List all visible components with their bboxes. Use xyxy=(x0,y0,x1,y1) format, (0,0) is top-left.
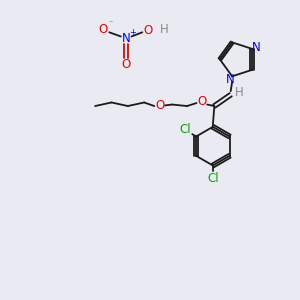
Text: O: O xyxy=(143,24,152,37)
Text: N: N xyxy=(226,74,235,86)
Text: +: + xyxy=(129,28,136,37)
Text: H: H xyxy=(160,23,168,36)
Text: H: H xyxy=(235,86,243,99)
Text: O: O xyxy=(197,95,206,108)
Text: N: N xyxy=(122,32,130,45)
Text: O: O xyxy=(155,99,164,112)
Text: O: O xyxy=(122,58,131,71)
Text: ⁻: ⁻ xyxy=(108,18,113,27)
Text: Cl: Cl xyxy=(180,123,191,136)
Text: Cl: Cl xyxy=(207,172,219,185)
Text: O: O xyxy=(99,23,108,36)
Text: N: N xyxy=(252,41,261,54)
